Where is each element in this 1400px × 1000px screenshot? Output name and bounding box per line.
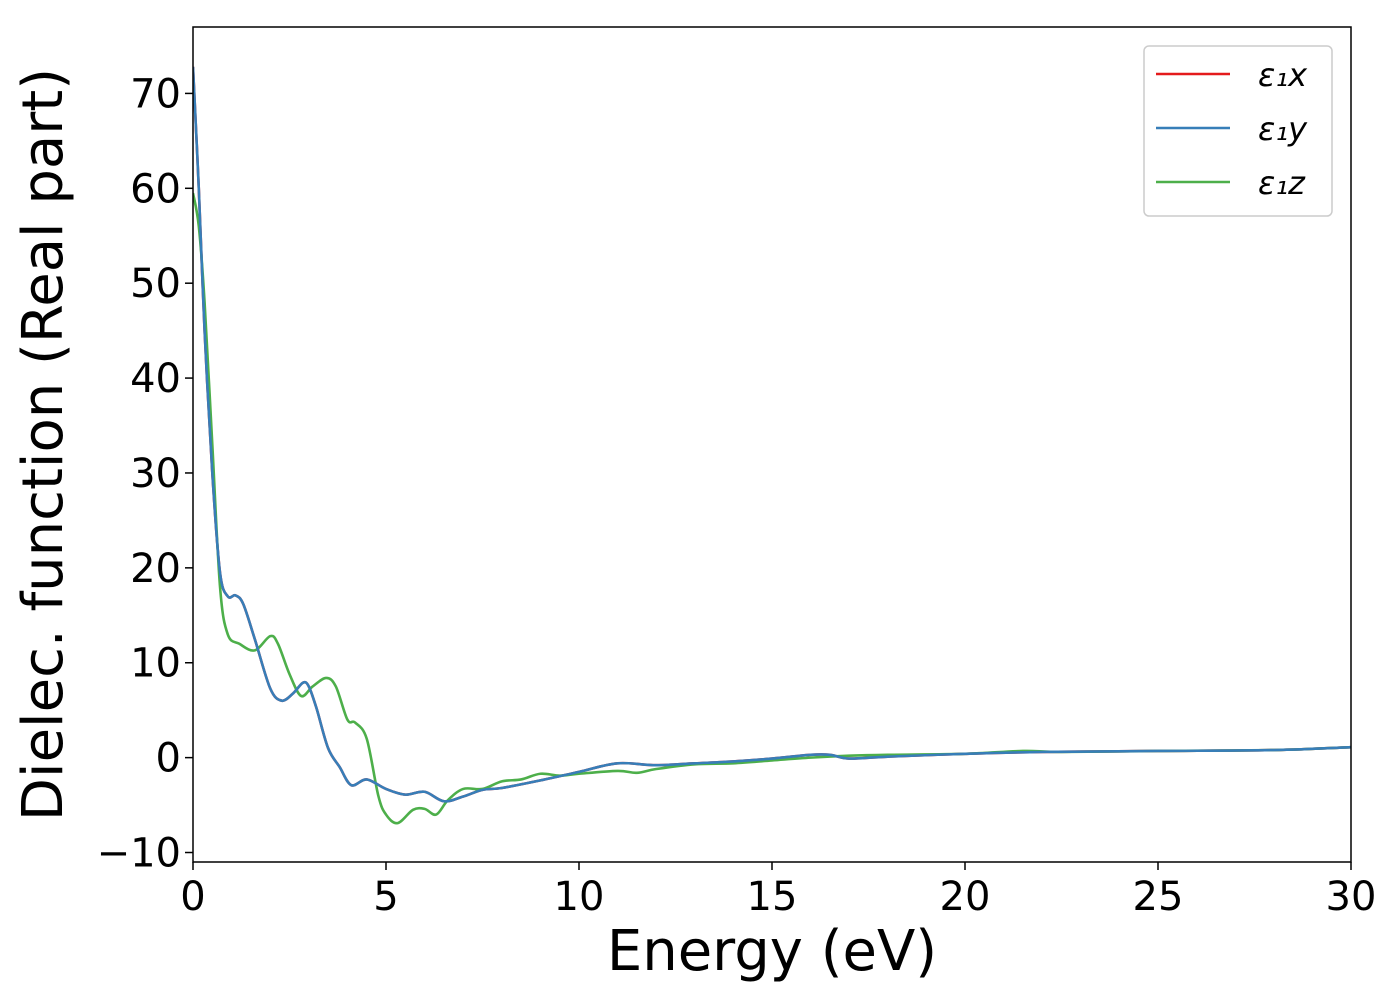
x-tick-label: 25 [1133,874,1184,920]
legend-box [1143,45,1333,217]
series-line-2 [193,192,1351,825]
y-axis-label: Dielec. function (Real part) [11,68,76,821]
y-tick-label: 30 [130,451,181,497]
legend-entry: ε₁x [1258,56,1308,94]
y-tick-label: 50 [130,261,181,307]
y-tick-label: 60 [130,166,181,212]
y-axis: −10 0 10 20 30 40 50 60 70 [97,71,193,877]
y-tick-label: 40 [130,356,181,402]
y-tick-label: 10 [130,641,181,687]
x-axis-label: Energy (eV) [607,919,937,984]
legend: ε₁x ε₁y ε₁z [1143,45,1333,217]
series-layer [193,66,1351,825]
x-tick-label: 0 [180,874,205,920]
x-tick-label: 5 [373,874,398,920]
y-tick-label: −10 [97,831,181,877]
legend-entry: ε₁y [1258,110,1308,148]
legend-entry: ε₁z [1258,164,1306,202]
x-tick-label: 10 [554,874,605,920]
x-tick-label: 20 [940,874,991,920]
series-line-1 [193,66,1351,803]
x-tick-label: 15 [747,874,798,920]
y-tick-label: 70 [130,71,181,117]
x-tick-label: 30 [1326,874,1377,920]
y-tick-label: 0 [156,736,181,782]
x-axis: 0 5 10 15 20 25 30 [180,862,1376,920]
y-tick-label: 20 [130,546,181,592]
